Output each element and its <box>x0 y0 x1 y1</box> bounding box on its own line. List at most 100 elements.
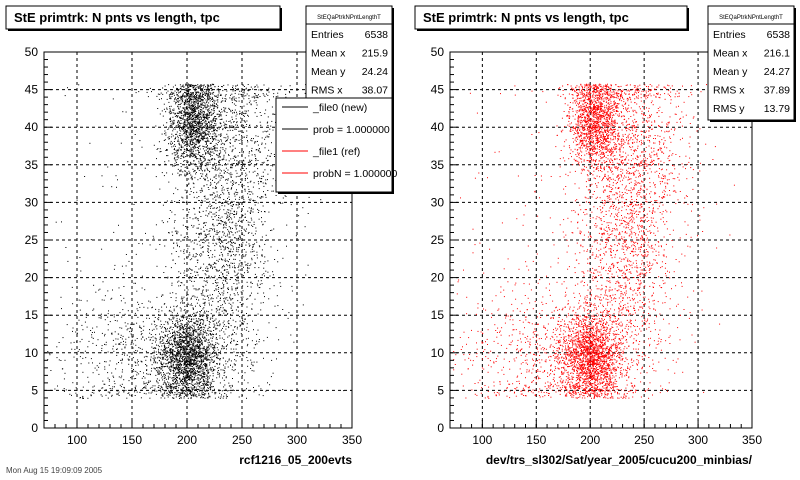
data-point <box>157 108 159 109</box>
data-point <box>194 370 196 372</box>
data-point <box>193 343 195 345</box>
data-point <box>212 361 214 363</box>
data-point <box>171 365 173 367</box>
data-point <box>213 228 215 230</box>
data-point <box>179 363 180 365</box>
data-point <box>213 225 215 227</box>
data-point <box>188 84 190 86</box>
data-point <box>161 356 163 358</box>
data-point <box>218 160 220 162</box>
data-point <box>219 239 221 241</box>
data-point <box>189 118 191 120</box>
data-point <box>236 288 238 289</box>
data-point <box>181 111 182 113</box>
data-point <box>239 356 241 358</box>
data-point <box>191 176 193 178</box>
data-point <box>201 359 203 361</box>
data-point <box>193 88 195 90</box>
data-point <box>195 144 197 146</box>
data-point <box>207 125 209 127</box>
data-point <box>204 233 206 235</box>
data-point <box>221 205 223 207</box>
data-point <box>220 151 222 153</box>
data-point <box>182 326 183 327</box>
data-point <box>190 108 192 110</box>
data-point <box>178 92 180 94</box>
data-point <box>185 335 187 337</box>
data-point <box>191 376 193 378</box>
data-point <box>197 98 199 100</box>
data-point <box>179 332 181 334</box>
data-point <box>221 259 223 261</box>
data-point <box>223 372 225 374</box>
data-point <box>206 101 208 103</box>
data-point <box>145 382 147 384</box>
data-point <box>192 388 194 390</box>
data-point <box>186 91 188 93</box>
data-point <box>205 93 206 95</box>
data-point <box>192 240 194 242</box>
data-point <box>194 341 196 343</box>
data-point <box>229 143 231 144</box>
data-point <box>235 344 237 346</box>
data-point <box>198 335 200 337</box>
data-point <box>232 309 234 311</box>
data-point <box>194 337 196 339</box>
data-point <box>177 135 179 137</box>
data-point <box>204 365 206 367</box>
data-point <box>210 104 211 106</box>
data-point <box>195 288 197 290</box>
data-point <box>154 347 156 349</box>
data-point <box>187 352 189 354</box>
data-point <box>182 376 184 378</box>
data-point <box>179 336 181 338</box>
data-point <box>192 349 194 351</box>
data-point <box>257 196 259 198</box>
data-point <box>195 253 197 254</box>
data-point <box>200 156 201 157</box>
data-point <box>239 352 241 354</box>
data-point <box>171 342 173 344</box>
data-point <box>187 162 189 164</box>
data-point <box>191 178 193 180</box>
data-point <box>209 127 211 129</box>
data-point <box>188 267 190 269</box>
data-point <box>186 348 188 350</box>
data-point <box>201 355 203 357</box>
data-point <box>207 111 209 113</box>
data-point <box>207 159 209 161</box>
data-point <box>226 282 228 284</box>
data-point <box>185 356 187 358</box>
data-point <box>178 143 180 145</box>
data-point <box>215 211 217 213</box>
data-point <box>189 85 190 87</box>
data-point <box>222 322 224 324</box>
data-point <box>167 342 168 344</box>
data-point <box>154 357 156 359</box>
data-point <box>235 289 237 291</box>
data-point <box>213 120 215 122</box>
data-point <box>204 277 205 279</box>
data-point <box>216 238 218 240</box>
data-point <box>220 248 222 250</box>
data-point <box>216 278 218 280</box>
data-point <box>202 294 204 296</box>
data-point <box>192 330 194 332</box>
data-point <box>214 169 216 171</box>
data-point <box>203 116 205 118</box>
data-point <box>182 351 184 353</box>
data-point <box>180 155 182 156</box>
data-point <box>169 210 171 211</box>
data-point <box>216 113 218 115</box>
data-point <box>172 372 174 374</box>
data-point <box>166 107 168 109</box>
data-point <box>193 340 195 342</box>
data-point <box>212 105 214 107</box>
data-point <box>176 115 177 116</box>
data-point <box>159 325 161 327</box>
data-point <box>185 106 187 108</box>
data-point <box>256 333 258 335</box>
data-point <box>176 364 178 366</box>
data-point <box>173 92 175 94</box>
data-point <box>230 231 232 232</box>
